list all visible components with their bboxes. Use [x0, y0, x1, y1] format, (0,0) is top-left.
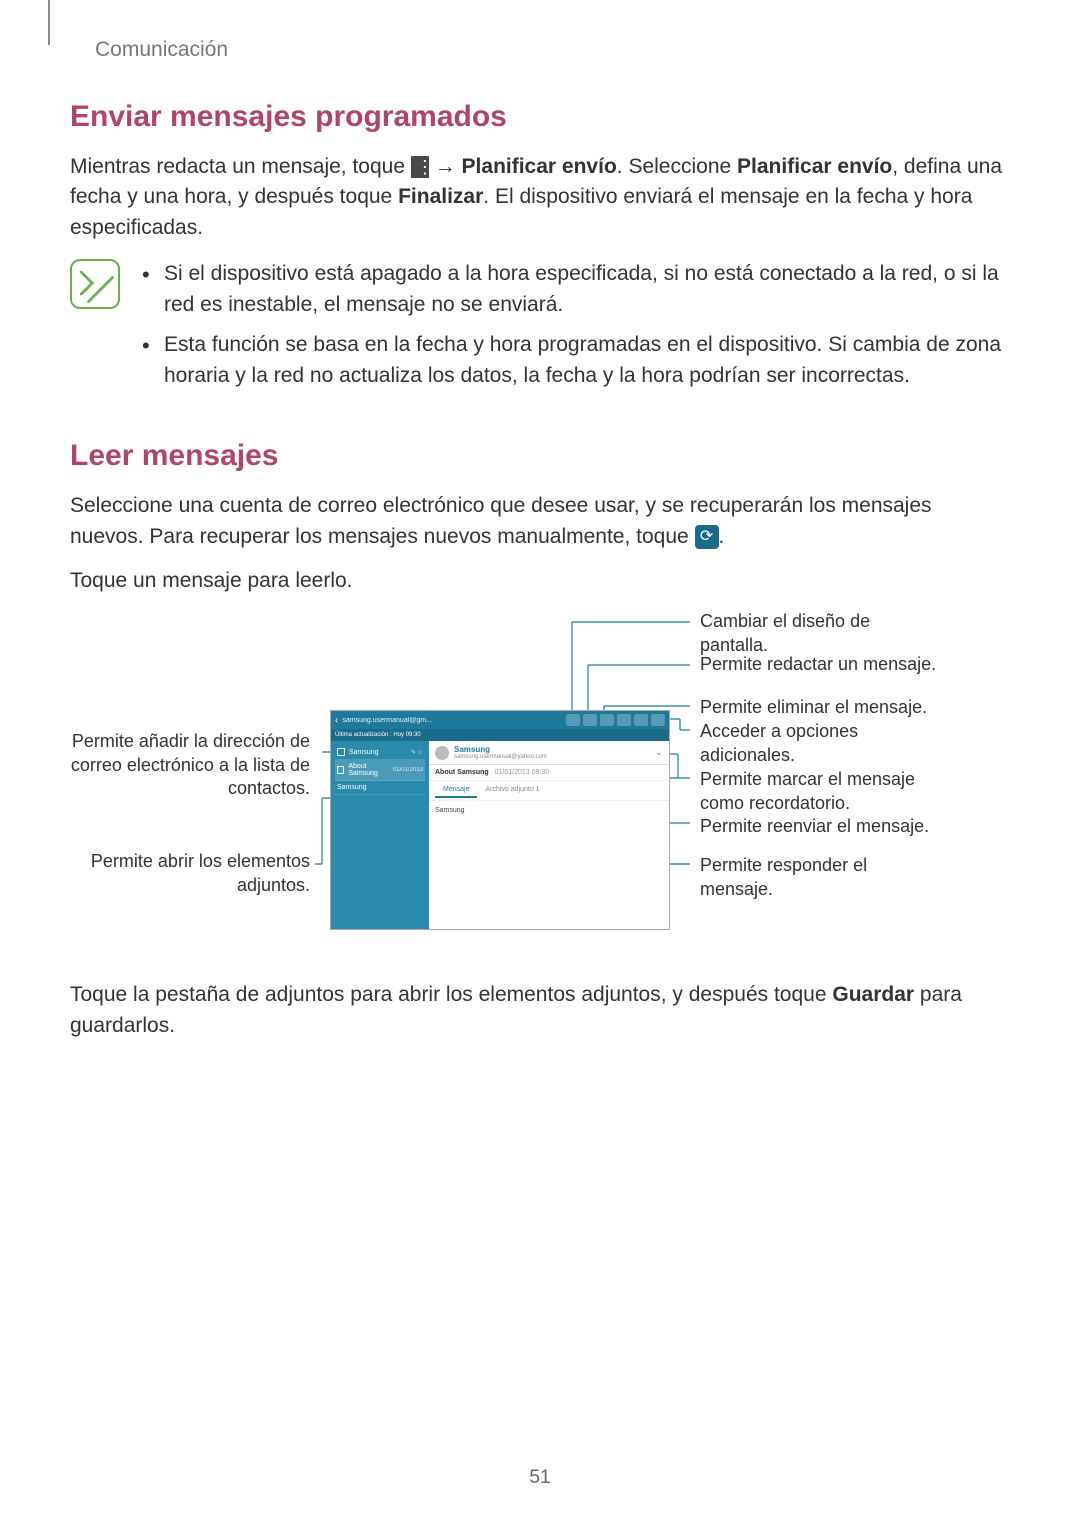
sidebar-row[interactable]: About Samsung 01/01/2013: [335, 760, 425, 781]
sidebar-item-label: Samsung: [349, 749, 379, 756]
message-subject: About Samsung 01/01/2013 09:30: [429, 765, 669, 781]
from-address: samsung.usermanual@yahoo.com: [454, 754, 547, 760]
device-topbar: ‹ samsung.usermanual@gm...: [331, 711, 669, 729]
toolbar-compose-icon[interactable]: [583, 714, 597, 726]
checkbox-icon[interactable]: [337, 766, 344, 774]
section2-p2: Toque un mensaje para leerlo.: [70, 566, 1010, 596]
back-icon[interactable]: ‹: [335, 715, 338, 726]
section2-p1: Seleccione una cuenta de correo electrón…: [70, 491, 1010, 552]
callout-open-attachments: Permite abrir los elementos adjuntos.: [70, 850, 310, 897]
more-options-icon: [411, 156, 429, 178]
s2-p1-text: Seleccione una cuenta de correo electrón…: [70, 494, 932, 547]
callout-reply: Permite responder el mensaje.: [700, 854, 940, 901]
note-icon: [70, 259, 120, 309]
sidebar-item-label: About Samsung: [348, 763, 393, 777]
callout-mark-reminder: Permite marcar el mensaje como recordato…: [700, 768, 940, 815]
callout-forward: Permite reenviar el mensaje.: [700, 815, 940, 838]
note-list: Si el dispositivo está apagado a la hora…: [142, 259, 1010, 401]
message-tabs: Mensaje Archivo adjunto 1: [429, 781, 669, 801]
from-name: Samsung: [454, 745, 547, 754]
sidebar-row[interactable]: Samsung: [335, 781, 425, 795]
avatar-icon[interactable]: [435, 746, 449, 760]
toolbar-forward-icon[interactable]: [617, 714, 631, 726]
message-body: Samsung: [429, 801, 669, 929]
s1-b3: Finalizar: [398, 185, 483, 208]
running-header: Comunicación: [95, 38, 228, 62]
s2-p3-pre: Toque la pestaña de adjuntos para abrir …: [70, 983, 832, 1006]
note-box: Si el dispositivo está apagado a la hora…: [70, 259, 1010, 401]
device-main: Samsung samsung.usermanual@yahoo.com ⌄ A…: [429, 741, 669, 929]
toolbar-reply-icon[interactable]: [600, 714, 614, 726]
s1-b1: Planificar envío: [462, 155, 617, 178]
note-item: Si el dispositivo está apagado a la hora…: [142, 259, 1010, 320]
s2-p3-b: Guardar: [832, 983, 914, 1006]
message-header: Samsung samsung.usermanual@yahoo.com ⌄: [429, 741, 669, 765]
expand-chevron-icon[interactable]: ⌄: [655, 747, 663, 758]
tab-message[interactable]: Mensaje: [435, 783, 477, 798]
sidebar-badge: ✎ ☆: [411, 749, 423, 756]
sidebar-item-label: Samsung: [337, 784, 367, 791]
sidebar-row[interactable]: Samsung ✎ ☆: [335, 745, 425, 760]
s1-mid1: . Seleccione: [617, 155, 737, 178]
toolbar-layout-icon[interactable]: [566, 714, 580, 726]
s1-b2: Planificar envío: [737, 155, 892, 178]
subject-text: About Samsung: [435, 769, 489, 776]
section1-title: Enviar mensajes programados: [70, 100, 1010, 134]
section2-title: Leer mensajes: [70, 439, 1010, 473]
last-update-label: Última actualización : Hoy 09:30: [335, 732, 421, 738]
toolbar-delete-icon[interactable]: [634, 714, 648, 726]
page-top-rule: [48, 0, 50, 45]
callout-compose: Permite redactar un mensaje.: [700, 653, 940, 676]
callout-more-options: Acceder a opciones adicionales.: [700, 720, 940, 767]
section2-p3: Toque la pestaña de adjuntos para abrir …: [70, 980, 1010, 1041]
s2-p1-post: .: [719, 525, 725, 548]
device-mock: ‹ samsung.usermanual@gm... Última actual…: [330, 710, 670, 930]
account-label: samsung.usermanual@gm...: [342, 717, 563, 724]
checkbox-icon[interactable]: [337, 748, 345, 756]
tab-attachment[interactable]: Archivo adjunto 1: [477, 783, 547, 798]
page-number: 51: [0, 1467, 1080, 1489]
device-subbar: Última actualización : Hoy 09:30: [331, 729, 669, 741]
page-content: Enviar mensajes programados Mientras red…: [70, 100, 1010, 1055]
subject-date: 01/01/2013 09:30: [495, 769, 550, 776]
note-item: Esta función se basa en la fecha y hora …: [142, 330, 1010, 391]
device-body: Samsung ✎ ☆ About Samsung 01/01/2013 Sam…: [331, 741, 669, 929]
sidebar-date: 01/01/2013: [393, 767, 423, 773]
email-diagram: Permite añadir la dirección de correo el…: [70, 610, 1010, 950]
refresh-icon: ⟳: [695, 525, 719, 549]
callout-delete: Permite eliminar el mensaje.: [700, 696, 940, 719]
callout-change-layout: Cambiar el diseño de pantalla.: [700, 610, 940, 657]
toolbar-more-icon[interactable]: [651, 714, 665, 726]
device-sidebar: Samsung ✎ ☆ About Samsung 01/01/2013 Sam…: [331, 741, 429, 929]
callout-add-contact: Permite añadir la dirección de correo el…: [70, 730, 310, 800]
section1-intro: Mientras redacta un mensaje, toque → Pla…: [70, 152, 1010, 243]
s1-text-pre: Mientras redacta un mensaje, toque: [70, 155, 411, 178]
